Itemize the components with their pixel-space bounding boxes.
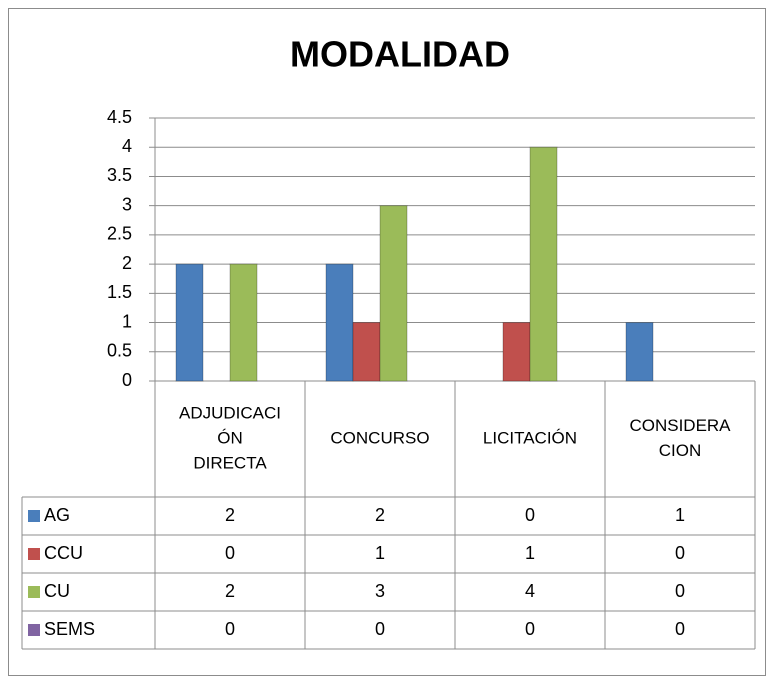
bar [325, 263, 354, 382]
bar [229, 263, 258, 382]
legend-key [28, 586, 40, 598]
x-tick-label: CONCURSO [330, 428, 429, 447]
legend-key [28, 624, 40, 636]
table-value: 0 [225, 543, 235, 563]
x-tick-label: CONSIDERA [629, 416, 731, 435]
table-value: 0 [675, 581, 685, 601]
bar [352, 322, 381, 382]
y-tick-label: 4 [122, 136, 132, 156]
legend-label: CU [44, 581, 70, 601]
y-tick-label: 2 [122, 253, 132, 273]
legend-key [28, 510, 40, 522]
x-tick-label: ÓN [217, 428, 243, 447]
table-value: 2 [225, 581, 235, 601]
legend-key [28, 548, 40, 560]
table-value: 3 [375, 581, 385, 601]
bar [625, 322, 654, 382]
y-tick-label: 0.5 [107, 341, 132, 361]
y-tick-label: 1.5 [107, 282, 132, 302]
legend-label: SEMS [44, 619, 95, 639]
table-value: 0 [525, 505, 535, 525]
chart-title: MODALIDAD [290, 34, 510, 75]
table-value: 1 [375, 543, 385, 563]
bar [529, 146, 558, 382]
table-value: 2 [375, 505, 385, 525]
y-tick-label: 0 [122, 370, 132, 390]
bar [379, 205, 408, 382]
y-tick-label: 3.5 [107, 165, 132, 185]
table-value: 0 [375, 619, 385, 639]
table-value: 0 [675, 619, 685, 639]
x-tick-label: CION [659, 441, 702, 460]
table-value: 0 [225, 619, 235, 639]
table-value: 1 [675, 505, 685, 525]
y-tick-label: 2.5 [107, 224, 132, 244]
table-value: 1 [525, 543, 535, 563]
y-tick-label: 1 [122, 311, 132, 331]
x-tick-label: DIRECTA [193, 453, 267, 472]
x-tick-label: ADJUDICACI [179, 403, 281, 422]
y-tick-label: 4.5 [107, 107, 132, 127]
y-tick-label: 3 [122, 194, 132, 214]
table-value: 2 [225, 505, 235, 525]
bar [502, 322, 531, 382]
legend-label: CCU [44, 543, 83, 563]
bar [175, 263, 204, 382]
x-tick-label: LICITACIÓN [483, 428, 577, 447]
table-value: 4 [525, 581, 535, 601]
legend-label: AG [44, 505, 70, 525]
table-value: 0 [525, 619, 535, 639]
table-value: 0 [675, 543, 685, 563]
